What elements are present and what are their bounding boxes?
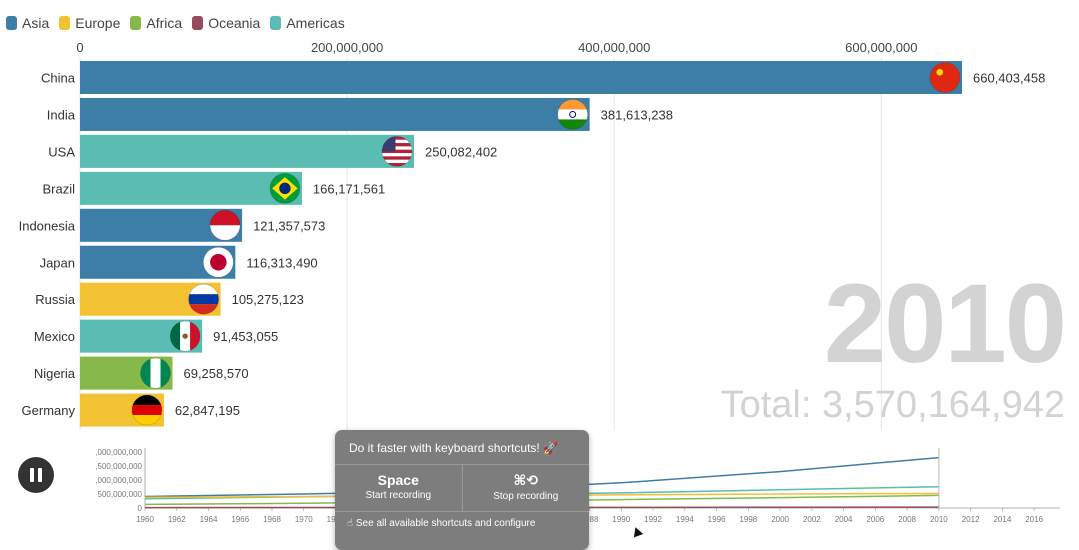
- bar-usa: [80, 135, 414, 168]
- bar-group: China 660,403,458: [41, 61, 1045, 94]
- x-tick-label: 400,000,000: [578, 40, 650, 55]
- y-tick-label: 0: [138, 504, 143, 513]
- bar-group: India 381,613,238: [47, 98, 673, 131]
- value-label: 116,313,490: [246, 255, 317, 270]
- value-label: 105,275,123: [232, 292, 304, 307]
- y-tick-label: 2,000,000,000: [95, 448, 143, 457]
- x-tick-label: 1968: [263, 515, 281, 524]
- x-tick-label: 1966: [231, 515, 249, 524]
- legend: Asia Europe Africa Oceania Americas: [6, 13, 345, 33]
- x-tick-label: 2014: [993, 515, 1011, 524]
- x-tick-label: 2002: [803, 515, 821, 524]
- x-tick-label: 1990: [612, 515, 630, 524]
- x-tick-label: 1994: [676, 515, 694, 524]
- value-label: 166,171,561: [313, 181, 385, 196]
- legend-swatch: [6, 16, 17, 30]
- x-tick-label: 2016: [1025, 515, 1043, 524]
- bar-group: Brazil 166,171,561: [42, 172, 385, 205]
- legend-label: Americas: [286, 15, 344, 31]
- x-tick-label: 2000: [771, 515, 789, 524]
- bar-brazil: [80, 172, 302, 205]
- legend-item-oceania[interactable]: Oceania: [192, 15, 260, 31]
- x-tick-label: 1960: [136, 515, 154, 524]
- category-label: Russia: [35, 292, 76, 307]
- bar-china: [80, 61, 962, 94]
- y-tick-label: 1,500,000,000: [95, 462, 143, 471]
- bar-group: Indonesia 121,357,573: [19, 209, 326, 242]
- value-label: 62,847,195: [175, 403, 240, 418]
- x-tick-label: 0: [76, 40, 83, 55]
- popup-title: Do it faster with keyboard shortcuts! 🚀: [335, 430, 589, 465]
- legend-label: Asia: [22, 15, 49, 31]
- category-label: Mexico: [34, 329, 75, 344]
- bar-group: USA 250,082,402: [48, 135, 497, 168]
- legend-swatch: [130, 16, 141, 30]
- stop-recording-label: Stop recording: [463, 491, 590, 502]
- pause-button[interactable]: [18, 457, 54, 493]
- x-tick-label: 1962: [168, 515, 186, 524]
- x-tick-label: 1964: [200, 515, 218, 524]
- x-tick-label: 1970: [295, 515, 313, 524]
- category-label: China: [41, 71, 76, 86]
- start-recording-shortcut[interactable]: Space Start recording: [335, 465, 463, 511]
- x-tick-label: 1996: [708, 515, 726, 524]
- shortcuts-link[interactable]: ☝ See all available shortcuts and config…: [335, 512, 589, 535]
- category-label: Japan: [40, 255, 75, 270]
- value-label: 660,403,458: [973, 71, 1045, 86]
- value-label: 91,453,055: [213, 329, 278, 344]
- x-tick-label: 2004: [835, 515, 853, 524]
- bar-group: Japan 116,313,490: [40, 246, 318, 279]
- category-label: Brazil: [42, 181, 75, 196]
- start-recording-label: Start recording: [335, 490, 462, 501]
- bar-group: Nigeria 69,258,570: [34, 357, 249, 390]
- legend-label: Africa: [146, 15, 182, 31]
- x-tick-label: 600,000,000: [845, 40, 917, 55]
- bar-group: Germany 62,847,195: [22, 394, 240, 427]
- shortcut-popup: Do it faster with keyboard shortcuts! 🚀 …: [335, 430, 589, 550]
- x-tick-label: 1998: [739, 515, 757, 524]
- category-label: USA: [48, 144, 75, 159]
- stop-key: ⌘⟲: [463, 472, 590, 489]
- x-tick-label: 200,000,000: [311, 40, 383, 55]
- x-tick-label: 2010: [930, 515, 948, 524]
- y-tick-label: 1,000,000,000: [95, 476, 143, 485]
- value-label: 121,357,573: [253, 218, 325, 233]
- legend-swatch: [270, 16, 281, 30]
- legend-swatch: [192, 16, 203, 30]
- y-tick-label: 500,000,000: [98, 490, 143, 499]
- legend-label: Oceania: [208, 15, 260, 31]
- x-tick-label: 2006: [866, 515, 884, 524]
- bar-group: Russia 105,275,123: [35, 283, 304, 316]
- category-label: Indonesia: [19, 218, 76, 233]
- bar-group: Mexico 91,453,055: [34, 320, 278, 353]
- stop-recording-shortcut[interactable]: ⌘⟲ Stop recording: [463, 465, 590, 511]
- legend-swatch: [59, 16, 70, 30]
- bar-india: [80, 98, 590, 131]
- year-label: 2010: [824, 268, 1065, 380]
- category-label: Germany: [22, 403, 76, 418]
- legend-label: Europe: [75, 15, 120, 31]
- space-key: Space: [335, 472, 462, 488]
- category-label: Nigeria: [34, 366, 76, 381]
- legend-item-americas[interactable]: Americas: [270, 15, 344, 31]
- pause-icon: [30, 468, 34, 482]
- value-label: 381,613,238: [601, 107, 673, 122]
- x-tick-label: 1992: [644, 515, 662, 524]
- category-label: India: [47, 107, 76, 122]
- legend-item-africa[interactable]: Africa: [130, 15, 182, 31]
- x-tick-label: 2008: [898, 515, 916, 524]
- x-tick-label: 2012: [962, 515, 980, 524]
- total-label: Total: 3,570,164,942: [721, 386, 1065, 424]
- legend-item-europe[interactable]: Europe: [59, 15, 120, 31]
- legend-item-asia[interactable]: Asia: [6, 15, 49, 31]
- value-label: 69,258,570: [183, 366, 248, 381]
- value-label: 250,082,402: [425, 144, 497, 159]
